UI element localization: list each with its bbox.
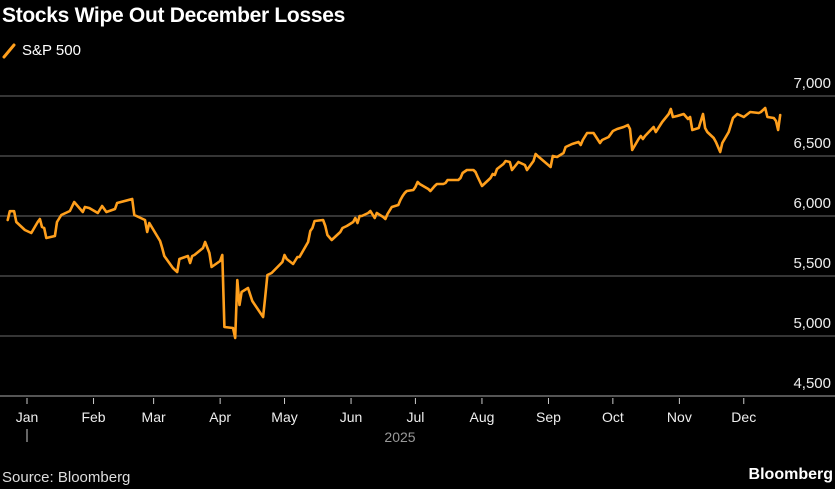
x-tick-label: Dec — [731, 409, 756, 425]
year-label: 2025 — [384, 429, 415, 445]
x-tick-label: Jan — [16, 409, 39, 425]
x-tick-label: Jul — [406, 409, 424, 425]
x-tick-label: Oct — [602, 409, 624, 425]
series-line-sp500 — [6, 106, 782, 340]
source-note: Source: Bloomberg — [2, 469, 131, 486]
y-tick-label: 4,500 — [793, 375, 831, 392]
legend-label: S&P 500 — [22, 42, 81, 59]
x-tick-label: Mar — [142, 409, 166, 425]
x-tick-label: May — [271, 409, 297, 425]
x-tick-label: Sep — [536, 409, 561, 425]
legend-swatch-icon — [2, 43, 16, 58]
y-tick-label: 5,500 — [793, 255, 831, 272]
x-tick-label: Nov — [667, 409, 692, 425]
x-tick-label: Jun — [340, 409, 363, 425]
x-tick-label: Aug — [469, 409, 494, 425]
x-tick-label: Feb — [81, 409, 105, 425]
bloomberg-logo: Bloomberg — [748, 466, 833, 483]
y-tick-label: 7,000 — [793, 75, 831, 92]
chart-title: Stocks Wipe Out December Losses — [2, 4, 345, 27]
x-tick-label: Apr — [209, 409, 231, 425]
y-tick-label: 6,000 — [793, 195, 831, 212]
y-tick-label: 5,000 — [793, 315, 831, 332]
y-tick-label: 6,500 — [793, 135, 831, 152]
legend: S&P 500 — [2, 42, 81, 59]
